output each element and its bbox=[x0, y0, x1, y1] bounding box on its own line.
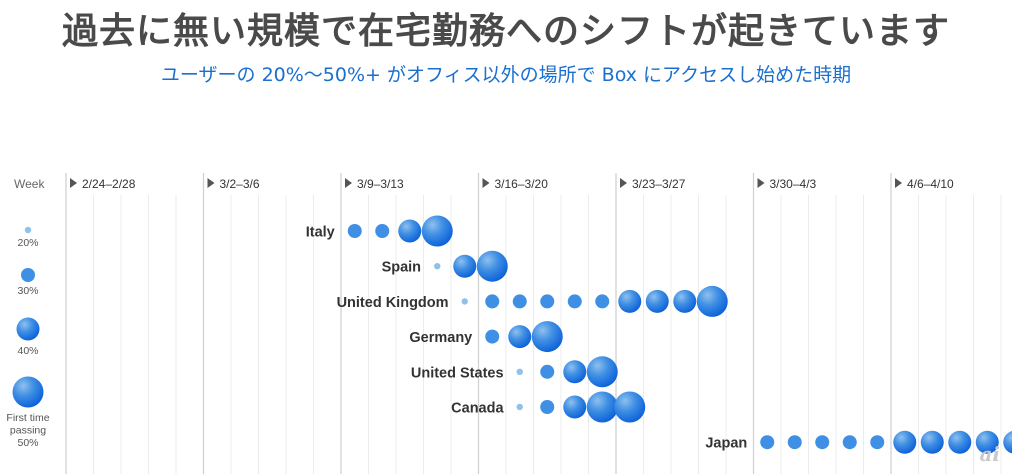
data-bubble bbox=[516, 368, 523, 375]
series-row: Canada bbox=[451, 391, 646, 423]
data-bubble bbox=[586, 356, 618, 388]
data-bubble bbox=[1003, 431, 1012, 454]
week-marker-icon bbox=[757, 178, 765, 188]
series-row: Japan bbox=[705, 430, 1012, 454]
data-bubble bbox=[421, 215, 453, 247]
data-bubble bbox=[586, 391, 618, 423]
data-bubble bbox=[485, 294, 500, 309]
data-bubble bbox=[476, 250, 508, 282]
series-row: Spain bbox=[382, 250, 508, 282]
data-bubble bbox=[347, 224, 362, 238]
legend-bubble bbox=[24, 226, 32, 234]
data-bubble bbox=[540, 364, 555, 379]
data-bubble bbox=[815, 435, 830, 450]
data-bubble bbox=[531, 321, 563, 353]
legend-label: 30% bbox=[17, 285, 38, 297]
week-marker-icon bbox=[70, 178, 77, 188]
series-label: United States bbox=[411, 365, 504, 381]
data-bubble bbox=[563, 360, 587, 384]
data-bubble bbox=[508, 325, 532, 349]
data-bubble bbox=[512, 294, 527, 309]
data-bubble bbox=[595, 294, 610, 309]
week-axis: Week 2/24–2/28 3/2–3/6 3/9–3/13 3/16–3/20 3/2… bbox=[14, 177, 954, 191]
data-bubble bbox=[375, 224, 390, 238]
series-label: United Kingdom bbox=[337, 295, 449, 311]
series-row: Italy bbox=[306, 215, 453, 247]
series-label: Canada bbox=[451, 401, 504, 417]
legend-label: 50% bbox=[17, 437, 38, 449]
week-tick-label: 2/24–2/28 bbox=[82, 177, 136, 191]
data-bubble bbox=[614, 391, 646, 423]
data-bubble bbox=[453, 254, 477, 278]
data-bubble bbox=[540, 400, 555, 414]
data-bubble bbox=[893, 430, 917, 454]
series-label: Spain bbox=[382, 260, 421, 276]
week-tick-label: 4/6–4/10 bbox=[907, 177, 954, 191]
week-marker-icon bbox=[207, 178, 215, 188]
data-bubble bbox=[516, 403, 523, 411]
page-title: 過去に無い規模で在宅勤務へのシフトが起きています bbox=[61, 11, 950, 52]
week-marker-icon bbox=[620, 178, 627, 188]
axis-label: Week bbox=[14, 177, 45, 191]
data-bubble bbox=[760, 435, 775, 450]
week-marker-icon bbox=[895, 178, 902, 188]
data-bubble bbox=[461, 298, 468, 305]
week-tick-label: 3/2–3/6 bbox=[220, 177, 260, 191]
data-bubble bbox=[842, 435, 857, 450]
series-row: Germany bbox=[409, 321, 563, 353]
week-tick-label: 3/23–3/27 bbox=[632, 177, 686, 191]
legend-bubble bbox=[12, 376, 44, 408]
week-tick-label: 3/16–3/20 bbox=[495, 177, 549, 191]
data-bubble bbox=[870, 435, 885, 450]
page-subtitle: ユーザーの 20%〜50%+ がオフィス以外の場所で Box にアクセスし始めた… bbox=[160, 64, 852, 86]
legend-label: 20% bbox=[17, 237, 38, 249]
data-bubble bbox=[540, 294, 555, 309]
week-tick-label: 3/30–4/3 bbox=[770, 177, 817, 191]
data-bubble bbox=[434, 263, 441, 270]
series-row: United States bbox=[411, 356, 618, 388]
series-row: United Kingdom bbox=[337, 285, 728, 317]
data-bubble bbox=[485, 329, 500, 344]
data-bubble bbox=[645, 289, 669, 313]
week-marker-icon bbox=[345, 178, 352, 188]
series-label: Japan bbox=[705, 436, 747, 452]
grid-layer bbox=[65, 173, 1002, 474]
week-tick-label: 3/9–3/13 bbox=[357, 177, 404, 191]
data-bubble bbox=[563, 395, 587, 419]
series-label: Germany bbox=[409, 330, 472, 346]
legend-bubble bbox=[16, 317, 40, 341]
data-bubble bbox=[696, 285, 728, 317]
data-bubble bbox=[673, 289, 697, 313]
series-layer: Italy Spain United Kingdom Germany United St… bbox=[306, 215, 1012, 454]
legend-label: passing bbox=[10, 425, 46, 437]
week-marker-icon bbox=[482, 178, 490, 188]
data-bubble bbox=[920, 430, 944, 454]
watermark-logo: ai bbox=[979, 442, 1000, 466]
data-bubble bbox=[398, 219, 422, 243]
legend-bubble bbox=[21, 268, 35, 282]
data-bubble bbox=[567, 294, 582, 309]
data-bubble bbox=[948, 430, 972, 454]
data-bubble bbox=[618, 289, 642, 313]
data-bubble bbox=[975, 430, 999, 454]
legend-label: First time bbox=[6, 412, 49, 424]
series-label: Italy bbox=[306, 225, 335, 241]
data-bubble bbox=[787, 435, 802, 450]
legend-label: 40% bbox=[17, 345, 38, 357]
